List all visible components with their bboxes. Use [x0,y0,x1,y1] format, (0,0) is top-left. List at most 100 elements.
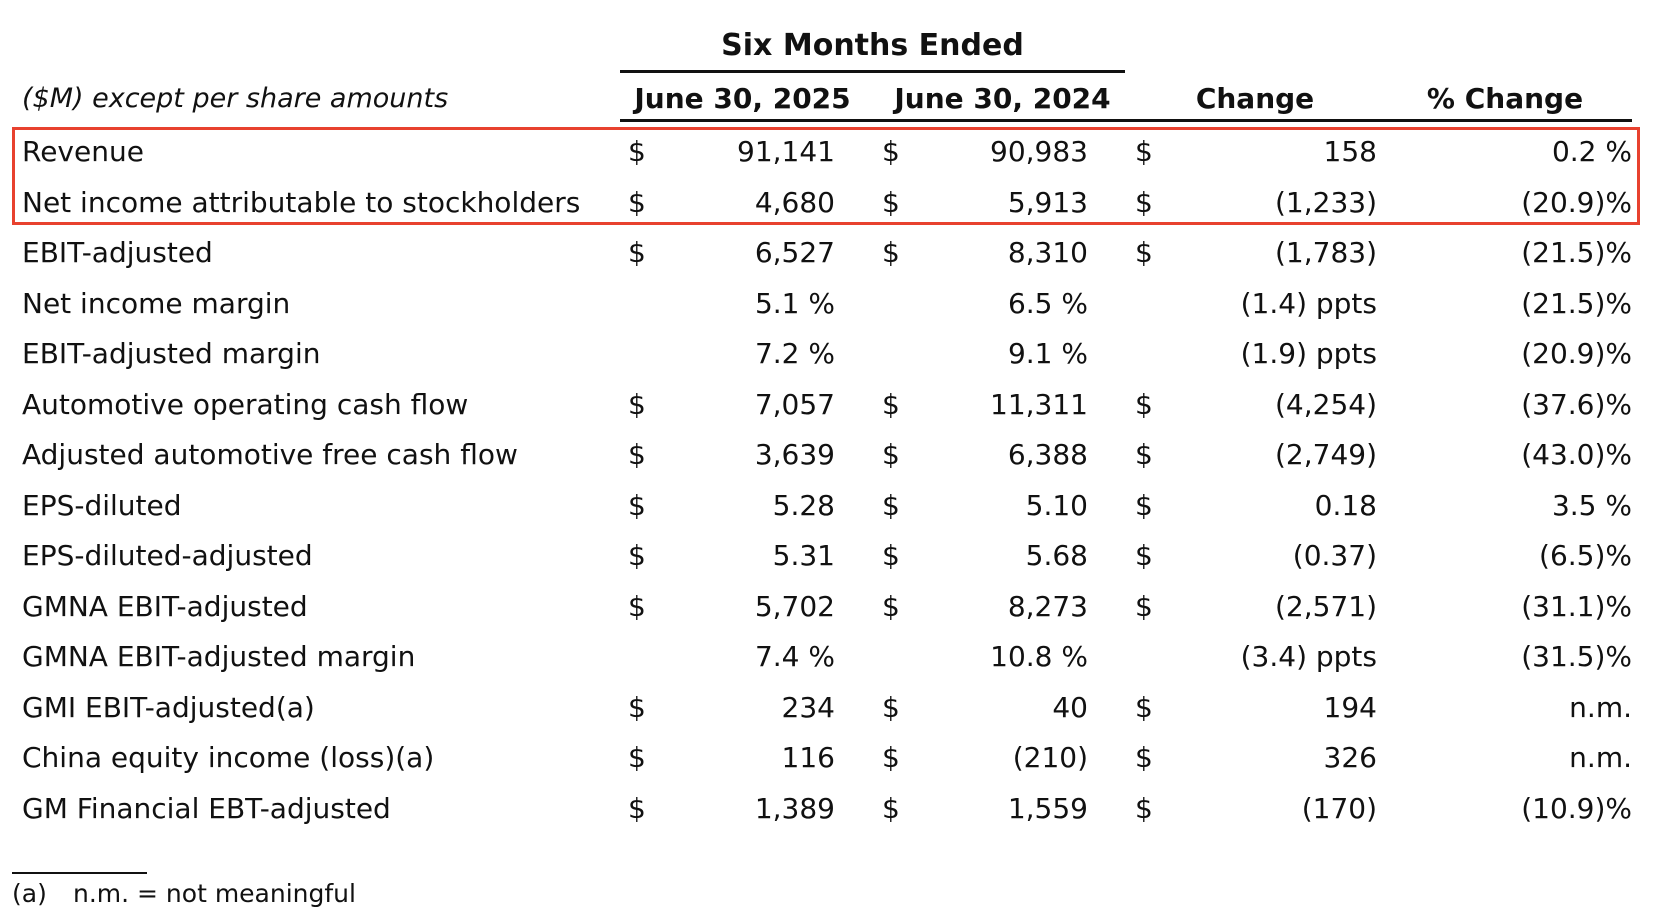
value-change: (2,571) [1274,589,1377,623]
value-change: (2,749) [1274,438,1377,471]
value-2025: 7,057 [754,387,835,421]
value-change: (1,233) [1274,185,1377,219]
dollar-sign-2024: $ [882,185,900,219]
table-row: EPS-diluted $5.28 $5.10 $0.18 3.5 % [0,481,1660,531]
value-pct-change: (10.9)% [1521,791,1632,825]
col-header-2025: June 30, 2025 [634,82,851,115]
col-header-pct-change: % Change [1426,82,1584,115]
value-2025: 5.31 [772,539,835,572]
table-row: Adjusted automotive free cash flow $3,639… [0,430,1660,480]
value-2024: (210) [1012,741,1088,774]
dollar-sign-2024: $ [882,236,900,269]
value-change: 194 [1323,690,1377,724]
value-2024: 8,273 [1007,589,1088,623]
value-2024: 8,310 [1007,236,1088,269]
dollar-sign-change: $ [1135,791,1153,825]
value-pct-change: (31.1)% [1521,589,1632,623]
row-label: Revenue [22,135,144,168]
dollar-sign-2025: $ [628,791,646,825]
table-row: Automotive operating cash flow $7,057 $11,… [0,380,1660,430]
dollar-sign-2024: $ [882,589,900,623]
dollar-sign-2024: $ [882,438,900,471]
value-2024: 6,388 [1007,438,1088,471]
footnote-marker: (a) [12,879,47,908]
table-row: GM Financial EBT-adjusted $1,389 $1,559 $ (1… [0,784,1660,834]
value-2025: 5,702 [754,589,835,623]
value-2025: 5.1 % [754,286,835,320]
table-row: Revenue $91,141 $90,983 $158 0.2 % [0,127,1660,177]
group-title-underline [620,70,1125,73]
table-row: China equity income (loss)(a) $116 $ (210) $… [0,733,1660,783]
row-label: China equity income (loss)(a) [22,741,435,774]
footnote-rule [12,872,147,874]
row-label: GMNA EBIT-adjusted [22,589,308,623]
six-months-ended-title: Six Months Ended [721,28,1024,63]
col-header-2024: June 30, 2024 [894,82,1111,115]
table-row: GMNA EBIT-adjusted margin 7.4 % 10.8 % (3.4… [0,632,1660,682]
dollar-sign-2025: $ [628,741,646,774]
table-row: EPS-diluted-adjusted $5.31 $5.68 $ (0.37) (6.… [0,531,1660,581]
value-2025: 6,527 [754,236,835,269]
value-pct-change: (20.9)% [1521,185,1632,219]
row-label: GMI EBIT-adjusted(a) [22,690,315,724]
value-2024: 1,559 [1007,791,1088,825]
dollar-sign-change: $ [1135,539,1153,572]
value-2025: 116 [781,741,835,774]
value-pct-change: (37.6)% [1521,387,1632,421]
value-2025: 7.4 % [754,640,835,673]
value-change: (1.9) ppts [1240,337,1377,370]
units-note: ($M) except per share amounts [22,83,449,114]
dollar-sign-change: $ [1135,741,1153,774]
value-2024: 11,311 [990,387,1088,421]
value-pct-change: (6.5)% [1539,539,1632,572]
table-row: GMNA EBIT-adjusted $5,702 $8,273 $ (2,571) (3… [0,582,1660,632]
dollar-sign-change: $ [1135,589,1153,623]
value-change: (3.4) ppts [1240,640,1377,673]
dollar-sign-2025: $ [628,539,646,572]
dollar-sign-2025: $ [628,690,646,724]
value-2025: 5.28 [772,488,835,522]
row-label: GM Financial EBT-adjusted [22,791,391,825]
dollar-sign-change: $ [1135,185,1153,219]
value-pct-change: (20.9)% [1521,337,1632,370]
value-pct-change: (43.0)% [1521,438,1632,471]
dollar-sign-2025: $ [628,589,646,623]
dollar-sign-2024: $ [882,539,900,572]
value-pct-change: (31.5)% [1521,640,1632,673]
value-2025: 91,141 [737,135,835,168]
value-change: (1,783) [1274,236,1377,269]
dollar-sign-change: $ [1135,135,1153,168]
row-label: Adjusted automotive free cash flow [22,438,518,471]
dollar-sign-2025: $ [628,438,646,471]
value-2025: 234 [781,690,835,724]
value-pct-change: n.m. [1569,690,1632,724]
dollar-sign-2025: $ [628,236,646,269]
value-change: (170) [1301,791,1377,825]
dollar-sign-2024: $ [882,488,900,522]
value-2024: 5.68 [1025,539,1088,572]
row-label: EPS-diluted [22,488,182,522]
row-label: GMNA EBIT-adjusted margin [22,640,416,673]
value-2025: 1,389 [754,791,835,825]
row-label: EBIT-adjusted margin [22,337,321,370]
dollar-sign-2025: $ [628,387,646,421]
col-header-change: Change [1195,82,1315,115]
dollar-sign-2024: $ [882,741,900,774]
value-change: (4,254) [1274,387,1377,421]
dollar-sign-change: $ [1135,488,1153,522]
value-change: 158 [1323,135,1377,168]
value-change: (0.37) [1292,539,1377,572]
dollar-sign-change: $ [1135,438,1153,471]
value-2025: 3,639 [754,438,835,471]
dollar-sign-change: $ [1135,690,1153,724]
value-pct-change: n.m. [1569,741,1632,774]
value-pct-change: (21.5)% [1521,286,1632,320]
value-change: (1.4) ppts [1240,286,1377,320]
dollar-sign-2025: $ [628,135,646,168]
value-pct-change: (21.5)% [1521,236,1632,269]
value-2024: 5,913 [1007,185,1088,219]
value-2024: 10.8 % [990,640,1088,673]
value-change: 326 [1323,741,1377,774]
dollar-sign-2025: $ [628,488,646,522]
dollar-sign-2025: $ [628,185,646,219]
